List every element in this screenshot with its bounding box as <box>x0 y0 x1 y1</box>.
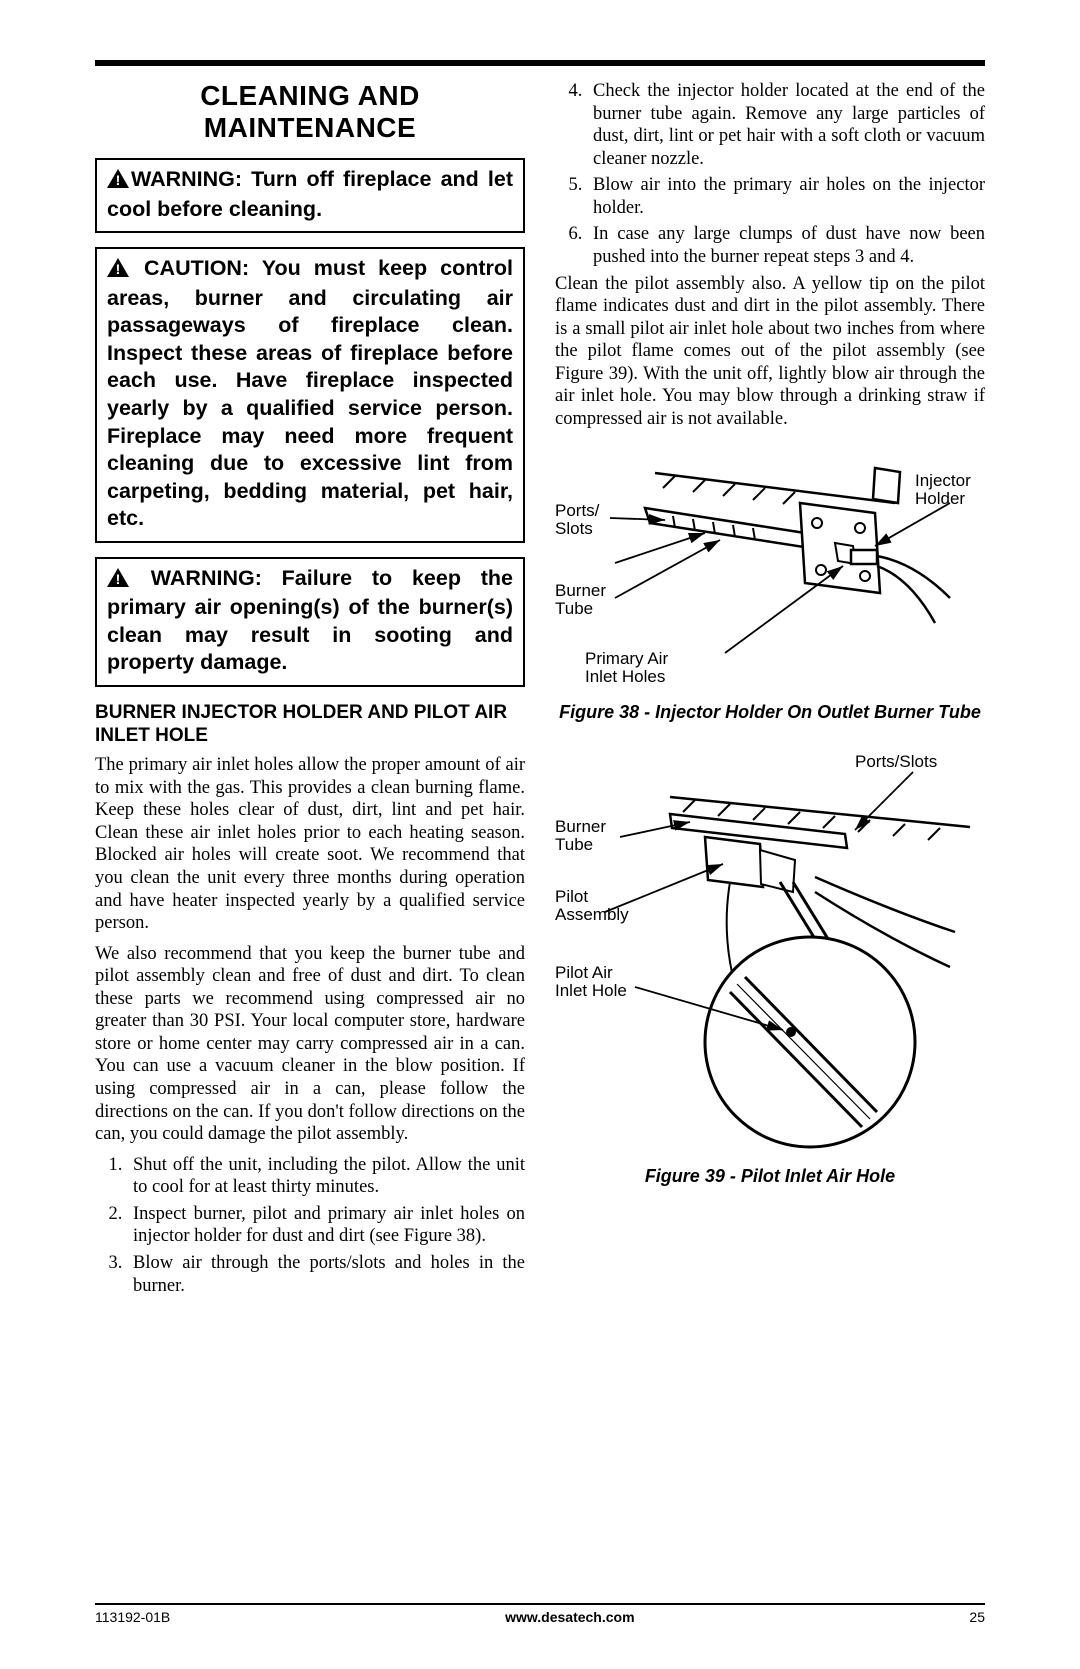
paragraph-3: Clean the pilot assembly also. A yellow … <box>555 273 985 431</box>
fig38-label-burner-1: Burner <box>555 581 606 600</box>
page-footer: 113192-01B www.desatech.com 25 <box>95 1603 985 1625</box>
two-column-layout: CLEANING AND MAINTENANCE ! WARNING: Turn… <box>95 80 985 1301</box>
warning-icon: ! <box>107 567 129 595</box>
section-title-line2: MAINTENANCE <box>204 112 416 143</box>
fig39-label-burner-1: Burner <box>555 817 606 836</box>
caution-text: CAUTION: You must keep control areas, bu… <box>107 256 513 530</box>
figure-38-diagram: Ports/ Slots Burner Tube Primary Air Inl… <box>555 448 985 698</box>
fig39-label-pilot-1: Pilot <box>555 887 588 906</box>
fig39-label-inlet-2: Inlet Hole <box>555 981 627 1000</box>
paragraph-1: The primary air inlet holes allow the pr… <box>95 754 525 935</box>
fig38-label-burner-2: Tube <box>555 599 593 618</box>
figure-38: Ports/ Slots Burner Tube Primary Air Inl… <box>555 448 985 724</box>
list-item: Shut off the unit, including the pilot. … <box>127 1154 525 1199</box>
fig38-label-primary-2: Inlet Holes <box>585 667 665 686</box>
warning-icon: ! <box>107 257 129 285</box>
svg-text:!: ! <box>116 172 121 188</box>
fig39-label-burner-2: Tube <box>555 835 593 854</box>
figure-39-caption: Figure 39 - Pilot Inlet Air Hole <box>555 1166 985 1188</box>
warning-icon: ! <box>107 168 129 196</box>
caution-box: ! CAUTION: You must keep control areas, … <box>95 247 525 542</box>
footer-doc-number: 113192-01B <box>95 1609 170 1625</box>
top-rule <box>95 60 985 66</box>
list-item: In case any large clumps of dust have no… <box>587 223 985 268</box>
fig39-label-pilot-2: Assembly <box>555 905 629 924</box>
fig38-label-primary-1: Primary Air <box>585 649 668 668</box>
warning-box-2: ! WARNING: Failure to keep the primary a… <box>95 557 525 687</box>
figure-38-caption: Figure 38 - Injector Holder On Outlet Bu… <box>555 702 985 724</box>
right-column: Check the injector holder located at the… <box>555 80 985 1301</box>
list-item: Blow air through the ports/slots and hol… <box>127 1252 525 1297</box>
warning-2-text: WARNING: Failure to keep the primary air… <box>107 566 513 675</box>
left-column: CLEANING AND MAINTENANCE ! WARNING: Turn… <box>95 80 525 1301</box>
svg-text:!: ! <box>116 261 121 277</box>
fig38-label-ports-2: Slots <box>555 519 593 538</box>
fig38-label-ports-1: Ports/ <box>555 501 600 520</box>
footer-url: www.desatech.com <box>505 1609 634 1625</box>
steps-list-b: Check the injector holder located at the… <box>555 80 985 269</box>
warning-box-1: ! WARNING: Turn off fireplace and let co… <box>95 158 525 233</box>
section-title: CLEANING AND MAINTENANCE <box>95 80 525 144</box>
section-title-line1: CLEANING AND <box>200 80 420 111</box>
svg-text:!: ! <box>116 571 121 587</box>
list-item: Check the injector holder located at the… <box>587 80 985 170</box>
warning-1-text: WARNING: Turn off fireplace and let cool… <box>107 167 513 221</box>
subheading-burner: BURNER INJECTOR HOLDER AND PILOT AIR INL… <box>95 701 525 749</box>
footer-page-number: 25 <box>969 1609 985 1625</box>
fig38-label-injector-1: Injector <box>915 471 971 490</box>
fig38-label-injector-2: Holder <box>915 489 965 508</box>
steps-list-a: Shut off the unit, including the pilot. … <box>95 1154 525 1297</box>
fig39-label-inlet-1: Pilot Air <box>555 963 613 982</box>
list-item: Blow air into the primary air holes on t… <box>587 174 985 219</box>
fig39-label-ports: Ports/Slots <box>855 752 937 771</box>
figure-39: Ports/Slots Burner Tube Pilot Assembly P… <box>555 742 985 1188</box>
list-item: Inspect burner, pilot and primary air in… <box>127 1203 525 1248</box>
paragraph-2: We also recommend that you keep the burn… <box>95 943 525 1146</box>
figure-39-diagram: Ports/Slots Burner Tube Pilot Assembly P… <box>555 742 985 1162</box>
